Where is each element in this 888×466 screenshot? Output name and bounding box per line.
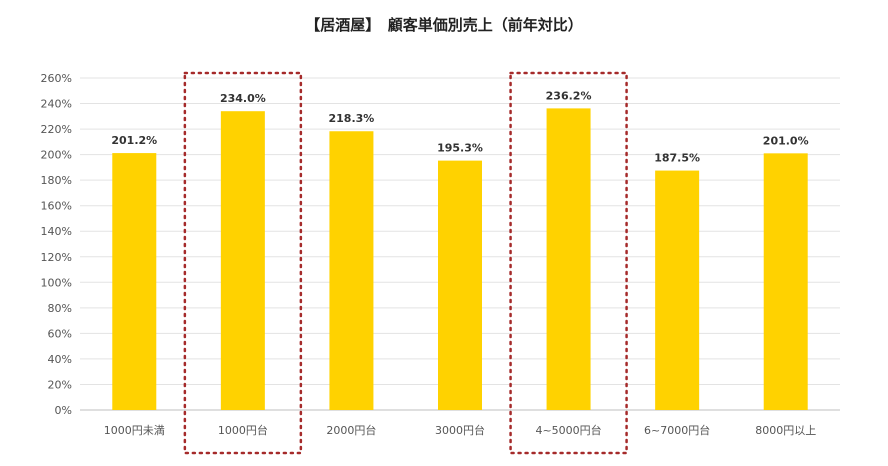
- y-tick-label: 160%: [41, 200, 72, 213]
- y-tick-label: 220%: [41, 123, 72, 136]
- bar: [329, 131, 374, 411]
- y-tick-label: 120%: [41, 251, 72, 264]
- x-tick-label: 8000円以上: [755, 424, 816, 437]
- y-tick-label: 60%: [48, 327, 72, 340]
- data-label: 234.0%: [220, 92, 266, 105]
- data-label: 201.2%: [111, 134, 157, 147]
- bar: [763, 153, 808, 411]
- y-tick-label: 140%: [41, 225, 72, 238]
- highlight-box: [509, 71, 628, 455]
- bar: [220, 111, 265, 410]
- y-tick-label: 180%: [41, 174, 72, 187]
- y-tick-label: 40%: [48, 353, 72, 366]
- x-tick-label: 3000円台: [435, 423, 485, 437]
- y-axis-ticks: 0% 20% 40% 60% 80% 100% 120% 140% 160% 180% 200% 22…: [41, 72, 72, 417]
- bar: [546, 108, 591, 410]
- y-tick-label: 260%: [41, 72, 72, 85]
- data-label: 187.5%: [654, 152, 700, 165]
- x-axis-ticks: 1000円未満 1000円台 2000円台 3000円台 4~5000円台 6~7000円…: [104, 423, 816, 437]
- highlight-boxes: [183, 71, 628, 455]
- bars: [112, 108, 808, 411]
- x-tick-label: 6~7000円台: [644, 423, 710, 437]
- data-label: 218.3%: [329, 112, 375, 125]
- y-tick-label: 200%: [41, 149, 72, 162]
- y-tick-label: 20%: [48, 378, 72, 391]
- data-labels: 201.2% 234.0% 218.3% 195.3% 236.2% 187.5% 201.…: [111, 89, 808, 164]
- x-tick-label: 1000円台: [218, 423, 268, 437]
- data-label: 236.2%: [546, 89, 592, 102]
- bar: [438, 160, 482, 410]
- y-tick-label: 240%: [41, 98, 72, 111]
- bar: [655, 170, 700, 410]
- highlight-box: [183, 71, 303, 455]
- bar: [112, 153, 157, 411]
- x-tick-label: 1000円未満: [104, 424, 165, 437]
- y-tick-label: 0%: [55, 404, 72, 417]
- y-tick-label: 100%: [41, 276, 72, 289]
- chart-title: 【居酒屋】 顧客単価別売上（前年対比）: [305, 16, 583, 34]
- x-tick-label: 4~5000円台: [535, 423, 601, 437]
- data-label: 195.3%: [437, 142, 483, 155]
- data-label: 201.0%: [763, 134, 809, 147]
- y-tick-label: 80%: [48, 302, 72, 315]
- x-tick-label: 2000円台: [326, 423, 376, 437]
